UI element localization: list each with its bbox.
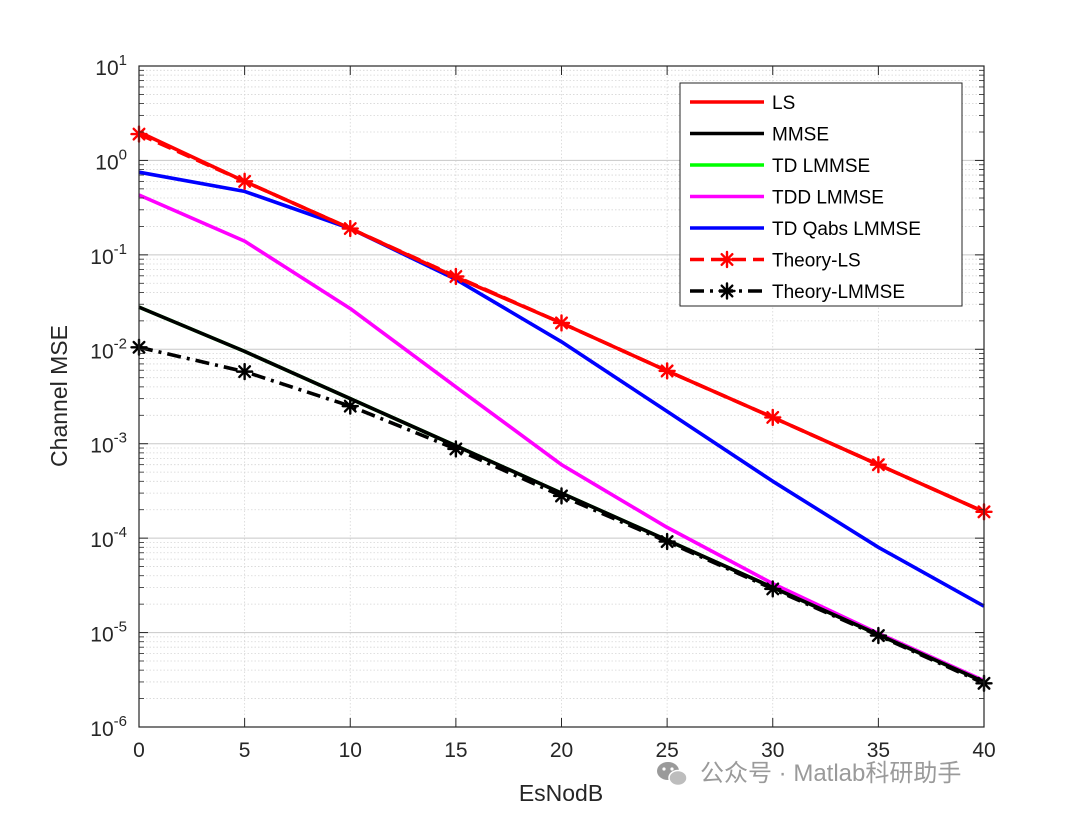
legend-entry: LS: [690, 93, 795, 114]
y-tick-label: 101: [95, 52, 127, 80]
watermark-text: 公众号 · Matlab科研助手: [700, 760, 961, 787]
grid-lines: [138, 65, 985, 728]
x-tick-label: 25: [655, 739, 678, 762]
legend-entry: MMSE: [690, 125, 829, 146]
y-axis-label: Channel MSE: [46, 325, 72, 467]
star-marker: [235, 362, 254, 381]
x-tick-labels: 0 5 10 15 20 25 30 35 40: [133, 739, 996, 762]
star-marker: [718, 250, 736, 269]
legend-label: LS: [772, 93, 795, 114]
x-axis-label: EsNodB: [519, 780, 603, 806]
legend-label: Theory-LMMSE: [772, 282, 905, 303]
x-tick-label: 30: [761, 739, 784, 762]
legend: LS MMSE TD LMMSE TDD LMMSE TD Qabs LMMSE Theo…: [679, 82, 963, 307]
y-tick-label: 10-4: [90, 524, 127, 552]
y-tick-label: 10-3: [90, 430, 127, 458]
watermark: 公众号 · Matlab科研助手: [657, 760, 961, 787]
x-tick-label: 10: [339, 739, 362, 762]
y-tick-label: 10-1: [90, 241, 127, 269]
x-tick-label: 15: [444, 739, 467, 762]
legend-label: TDD LMMSE: [772, 188, 884, 209]
y-tick-label: 10-6: [90, 713, 127, 741]
legend-label: TD Qabs LMMSE: [772, 219, 921, 240]
star-marker: [447, 267, 465, 286]
x-tick-label: 5: [239, 739, 251, 762]
series-tdd-lmmse: [138, 193, 985, 683]
x-tick-label: 0: [133, 739, 145, 762]
star-marker: [341, 219, 359, 238]
legend-entry: TDD LMMSE: [690, 188, 884, 209]
legend-entry: Theory-LS: [690, 251, 861, 272]
legend-entry: TD Qabs LMMSE: [690, 219, 921, 240]
series-line: [138, 170, 985, 608]
x-tick-label: 20: [550, 739, 573, 762]
series-td-qabs-lmmse: [138, 170, 985, 608]
series-lines: [130, 125, 993, 693]
tick-marks: [138, 65, 985, 728]
star-marker: [658, 532, 676, 551]
legend-box: [679, 82, 963, 307]
legend-label: TD LMMSE: [772, 156, 870, 177]
x-tick-label: 35: [867, 739, 890, 762]
legend-label: Theory-LS: [772, 251, 861, 272]
star-marker: [869, 455, 888, 474]
star-marker: [552, 487, 571, 505]
star-marker: [341, 397, 359, 415]
series-line: [138, 345, 985, 685]
legend-entry: TD LMMSE: [690, 156, 870, 177]
series-line: [138, 193, 985, 683]
star-marker: [447, 440, 465, 458]
y-tick-label: 100: [95, 146, 127, 174]
star-marker: [764, 408, 782, 427]
star-marker: [235, 172, 254, 191]
y-tick-label: 10-5: [90, 619, 127, 647]
star-marker: [552, 314, 571, 332]
x-tick-label: 40: [972, 739, 995, 762]
wechat-icon: [657, 762, 688, 787]
y-tick-label: 10-2: [90, 335, 127, 363]
star-marker: [718, 282, 736, 300]
star-marker: [764, 580, 782, 598]
legend-entry: Theory-LMMSE: [690, 282, 905, 303]
star-marker: [658, 362, 676, 380]
legend-label: MMSE: [772, 125, 829, 146]
star-marker: [869, 626, 888, 645]
y-tick-labels: 101 100 10-1 10-2 10-3 10-4 10-5 10-6: [90, 52, 127, 741]
